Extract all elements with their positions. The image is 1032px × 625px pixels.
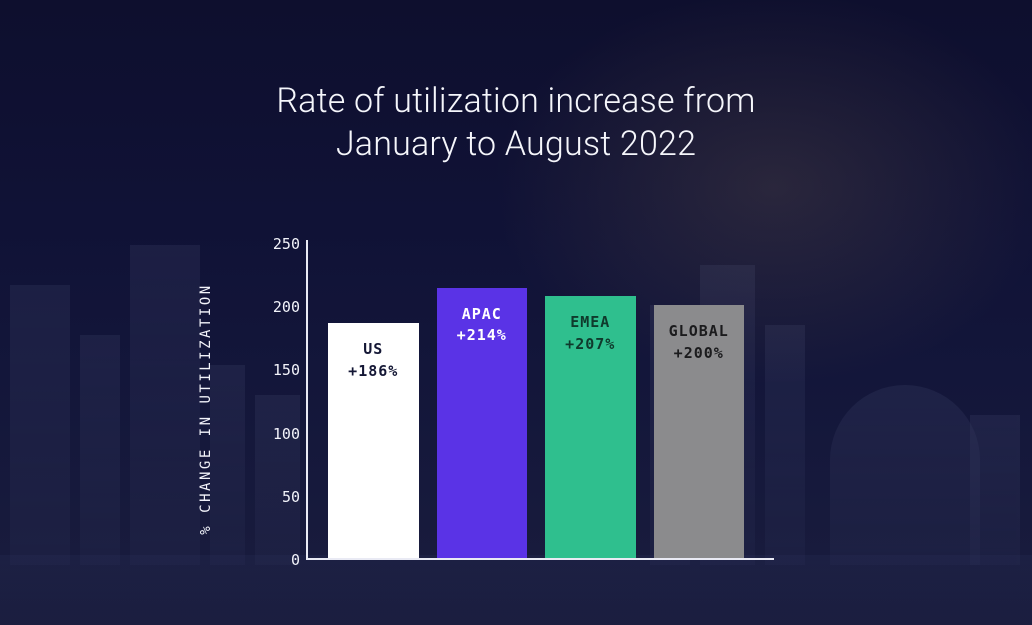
bar-label: APAC+214%: [437, 304, 528, 348]
x-axis-line: [306, 558, 774, 560]
utilization-bar-chart: % CHANGE IN UTILIZATION 050100150200250 …: [246, 244, 766, 574]
y-axis-label: % CHANGE IN UTILIZATION: [198, 283, 214, 534]
y-tick: 50: [262, 488, 300, 506]
title-line-2: January to August 2022: [336, 124, 696, 164]
bar-name: EMEA: [545, 312, 636, 334]
bar-label: GLOBAL+200%: [654, 321, 745, 365]
chart-title: Rate of utilization increase from Januar…: [0, 80, 1032, 165]
y-tick: 200: [262, 298, 300, 316]
y-tick: 250: [262, 235, 300, 253]
bar-value: +200%: [654, 343, 745, 365]
bar-label: US+186%: [328, 339, 419, 383]
bar-name: APAC: [437, 304, 528, 326]
bars-container: US+186% APAC+214% EMEA+207% GLOBAL+200%: [306, 244, 766, 558]
y-tick: 100: [262, 425, 300, 443]
y-tick: 0: [262, 551, 300, 569]
bar-emea: EMEA+207%: [545, 296, 636, 558]
bar-name: US: [328, 339, 419, 361]
bar-global: GLOBAL+200%: [654, 305, 745, 558]
bar-value: +186%: [328, 361, 419, 383]
bar-apac: APAC+214%: [437, 288, 528, 558]
title-line-1: Rate of utilization increase from: [276, 81, 755, 121]
bar-value: +207%: [545, 334, 636, 356]
bar-value: +214%: [437, 325, 528, 347]
bar-name: GLOBAL: [654, 321, 745, 343]
plot-area: 050100150200250 US+186%APAC+214%EMEA+207…: [306, 244, 766, 560]
y-tick: 150: [262, 361, 300, 379]
bar-us: US+186%: [328, 323, 419, 558]
bar-label: EMEA+207%: [545, 312, 636, 356]
